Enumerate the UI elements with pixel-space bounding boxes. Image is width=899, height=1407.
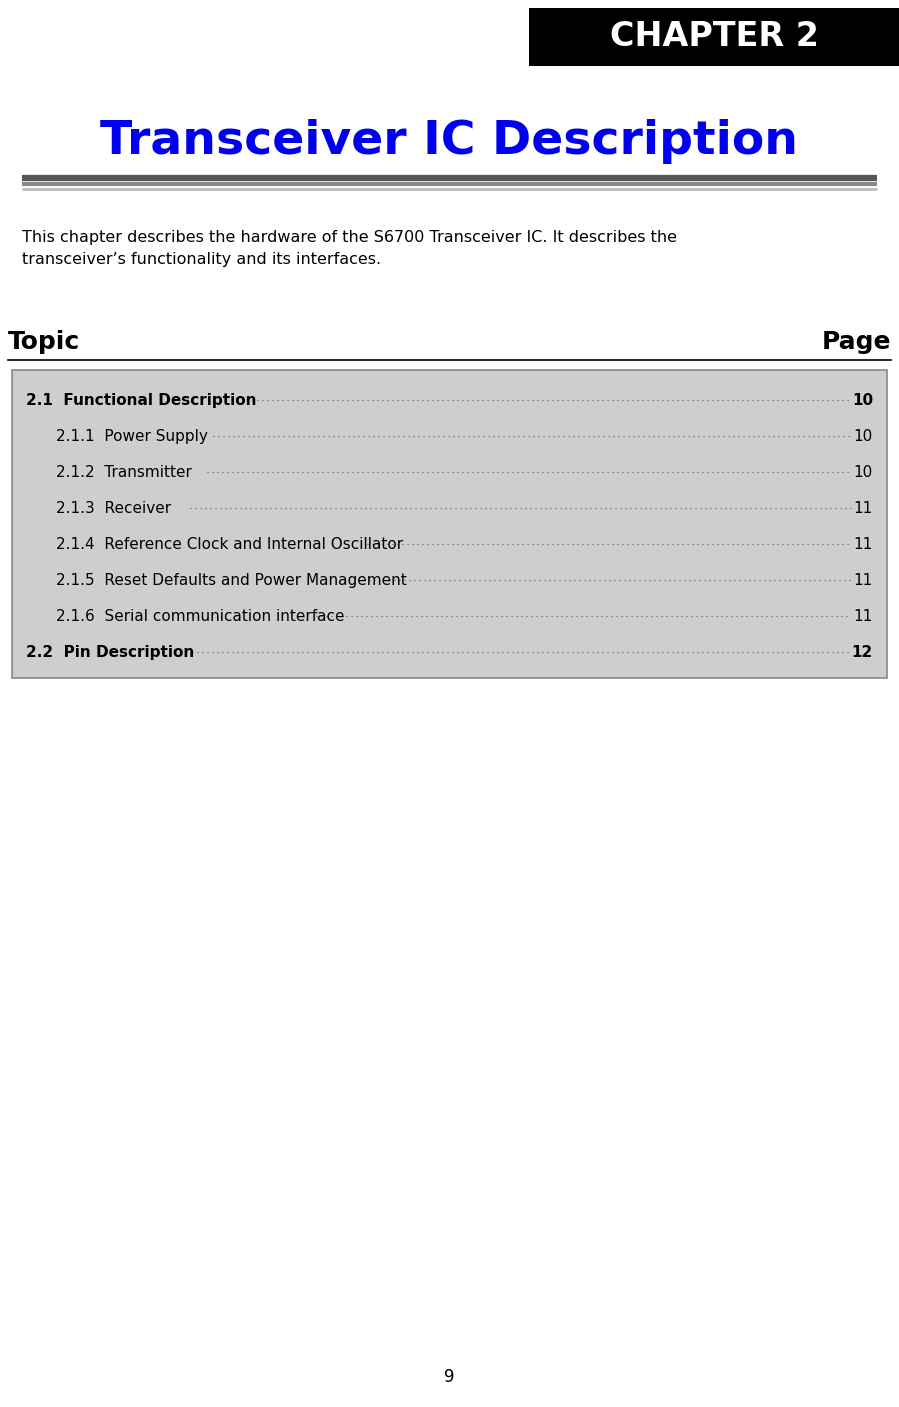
Text: Page: Page — [822, 331, 891, 355]
Text: 2.1.4  Reference Clock and Internal Oscillator: 2.1.4 Reference Clock and Internal Oscil… — [56, 536, 403, 552]
Text: 11: 11 — [854, 573, 873, 588]
Text: Topic: Topic — [8, 331, 80, 355]
Text: 2.1.1  Power Supply: 2.1.1 Power Supply — [56, 429, 208, 443]
Text: 11: 11 — [854, 501, 873, 516]
Text: 11: 11 — [854, 609, 873, 623]
Text: This chapter describes the hardware of the S6700 Transceiver IC. It describes th: This chapter describes the hardware of t… — [22, 229, 677, 266]
Text: 11: 11 — [854, 536, 873, 552]
Text: 10: 10 — [852, 393, 873, 408]
Text: 2.1.2  Transmitter: 2.1.2 Transmitter — [56, 464, 191, 480]
Bar — [12, 370, 887, 678]
Text: 2.1.3  Receiver: 2.1.3 Receiver — [56, 501, 171, 516]
Text: CHAPTER 2: CHAPTER 2 — [610, 21, 818, 53]
Text: Transceiver IC Description: Transceiver IC Description — [101, 120, 798, 165]
Text: 10: 10 — [854, 464, 873, 480]
Bar — [529, 8, 899, 66]
Text: 2.1.5  Reset Defaults and Power Management: 2.1.5 Reset Defaults and Power Managemen… — [56, 573, 406, 588]
Text: 10: 10 — [854, 429, 873, 443]
Text: 2.1.6  Serial communication interface: 2.1.6 Serial communication interface — [56, 609, 344, 623]
Text: 12: 12 — [851, 644, 873, 660]
Text: 9: 9 — [444, 1368, 455, 1386]
Text: 2.1  Functional Description: 2.1 Functional Description — [26, 393, 256, 408]
Text: 2.2  Pin Description: 2.2 Pin Description — [26, 644, 194, 660]
